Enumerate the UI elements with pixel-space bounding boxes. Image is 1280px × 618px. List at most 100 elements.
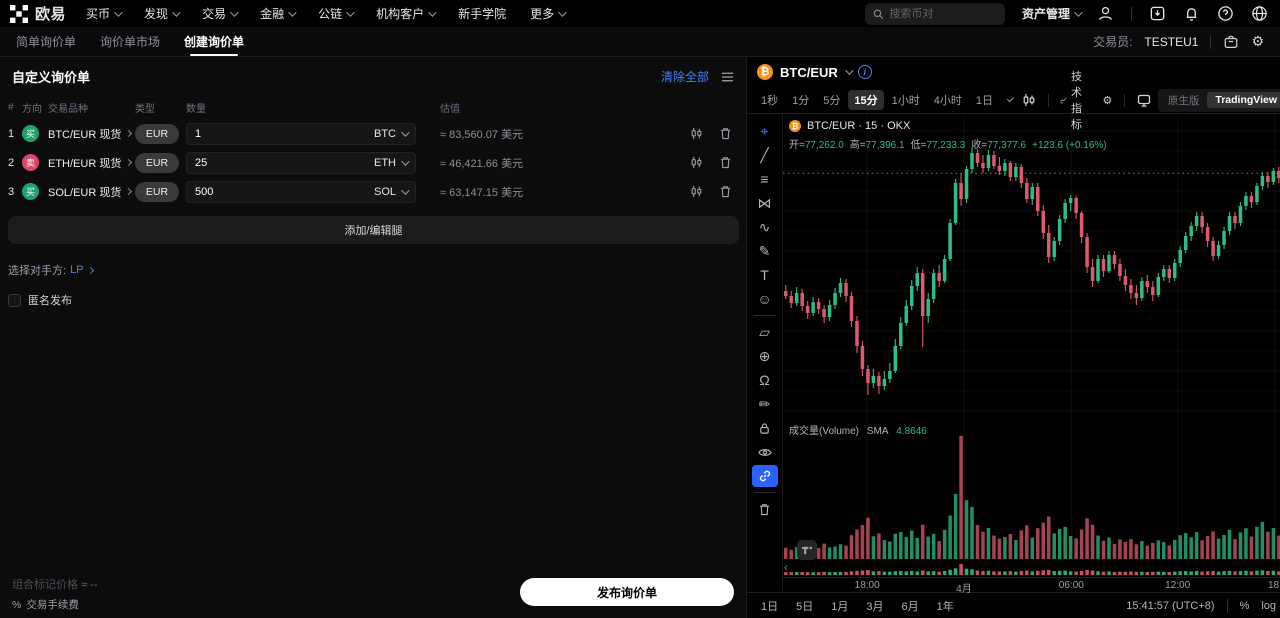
nav-menu-更多[interactable]: 更多	[530, 5, 567, 22]
text-icon[interactable]: T	[760, 267, 769, 283]
ruler-icon[interactable]: ▱	[759, 323, 770, 340]
tab-创建询价单[interactable]: 创建询价单	[184, 27, 244, 56]
unit-selector[interactable]: BTC	[374, 128, 410, 140]
lock-icon[interactable]	[752, 417, 778, 439]
eye-icon[interactable]	[752, 441, 778, 463]
percent-scale-button[interactable]: %	[1239, 599, 1250, 612]
tab-询价单市场[interactable]: 询价单市场	[100, 35, 161, 49]
list-settings-icon[interactable]	[721, 71, 734, 83]
search-box[interactable]	[864, 2, 1005, 25]
range-1年[interactable]: 1年	[936, 600, 954, 613]
nav-menu-新手学院[interactable]: 新手学院	[458, 7, 507, 21]
anonymous-checkbox[interactable]	[8, 293, 21, 307]
amount-input[interactable]	[195, 185, 374, 198]
settings-gear-icon[interactable]: ⚙	[1251, 33, 1264, 49]
chevron-down-icon[interactable]	[1006, 95, 1014, 102]
currency-pill[interactable]: EUR	[135, 181, 179, 202]
time-tick[interactable]: 4月	[956, 584, 972, 595]
subnav-right: 交易员: TESTEU1 ⚙	[1093, 33, 1264, 50]
magnet-icon[interactable]: Ω	[759, 372, 770, 388]
nav-menu-发现[interactable]: 发现	[144, 5, 181, 22]
emoji-icon[interactable]: ☺	[757, 291, 772, 307]
leg-pair-selector[interactable]: SOL/EUR 现货	[48, 184, 135, 200]
help-icon[interactable]	[1217, 5, 1234, 22]
delete-leg-icon[interactable]	[719, 185, 732, 198]
xabcd-pattern-icon[interactable]: ⋈	[757, 194, 772, 211]
amount-input-wrap: ETH	[186, 151, 416, 174]
candle-style-icon[interactable]	[1019, 93, 1039, 107]
nav-menu-公链[interactable]: 公链	[318, 5, 355, 22]
native-version-tab[interactable]: 原生版	[1167, 94, 1200, 107]
range-1日[interactable]: 1日	[761, 600, 779, 613]
clock[interactable]: 15:41:57 (UTC+8)	[1126, 599, 1215, 612]
language-globe-icon[interactable]	[1251, 5, 1268, 22]
publish-rfq-button[interactable]: 发布询价单	[520, 578, 734, 606]
brand[interactable]: 欧易	[10, 3, 66, 24]
indicators-button[interactable]: 技术指标	[1057, 68, 1095, 132]
time-tick[interactable]: 18:00	[854, 580, 880, 591]
time-tick[interactable]: 12:00	[1165, 580, 1191, 591]
interval-1秒[interactable]: 1秒	[761, 95, 779, 107]
symbol-name[interactable]: BTC/EUR	[780, 64, 838, 80]
draw-edit-icon[interactable]: ✏	[758, 395, 771, 412]
nav-menu-买币[interactable]: 买币	[86, 5, 123, 22]
asset-management-menu[interactable]: 资产管理	[1022, 5, 1083, 22]
leg-pair-selector[interactable]: ETH/EUR 现货	[48, 155, 135, 171]
timeline-scroll-left-icon[interactable]: ‹	[784, 562, 788, 574]
view-chart-icon[interactable]	[690, 185, 703, 198]
history-archive-icon[interactable]	[1223, 34, 1239, 50]
interval-4小时[interactable]: 4小时	[933, 95, 962, 107]
zoom-in-icon[interactable]: ⊕	[758, 347, 771, 364]
nav-menu-金融[interactable]: 金融	[260, 5, 297, 22]
leg-pair-selector[interactable]: BTC/EUR 现货	[48, 126, 135, 142]
log-scale-button[interactable]: log	[1261, 599, 1277, 612]
download-app-icon[interactable]	[1149, 5, 1166, 22]
chart-plot-area[interactable]: ₿ BTC/EUR · 15 · OKX 开=77,262.0 高=77,396.…	[783, 114, 1280, 595]
add-edit-leg-button[interactable]: 添加/编辑腿	[8, 216, 739, 244]
currency-pill[interactable]: EUR	[135, 152, 179, 173]
interval-5分[interactable]: 5分	[823, 95, 841, 107]
delete-leg-icon[interactable]	[719, 127, 732, 140]
candlestick-chart[interactable]	[783, 114, 1280, 576]
interval-15分[interactable]: 15分	[848, 90, 884, 110]
trend-line-icon[interactable]: ╱	[760, 146, 769, 163]
amount-input[interactable]	[195, 127, 374, 140]
tradingview-tab[interactable]: TradingView	[1207, 92, 1280, 108]
range-1月[interactable]: 1月	[831, 600, 849, 613]
nav-menu-交易[interactable]: 交易	[202, 5, 239, 22]
fib-retracement-icon[interactable]: ≡	[760, 171, 769, 187]
nav-menu-机构客户[interactable]: 机构客户	[376, 5, 437, 22]
range-3月[interactable]: 3月	[866, 600, 884, 613]
chart-settings-gear-icon[interactable]: ⚙	[1102, 94, 1113, 107]
time-axis[interactable]: 18:00 4月 06:00 12:00 18:	[783, 577, 1280, 595]
elliott-wave-icon[interactable]: ∿	[758, 218, 771, 235]
crosshair-icon[interactable]: ⌖	[760, 122, 769, 139]
range-6月[interactable]: 6月	[901, 600, 919, 613]
amount-input[interactable]	[195, 156, 374, 169]
link-icon[interactable]	[751, 465, 778, 487]
time-tick[interactable]: 18:	[1267, 580, 1280, 591]
interval-1日[interactable]: 1日	[975, 95, 993, 107]
info-icon[interactable]: i	[857, 65, 872, 79]
trash-icon[interactable]	[752, 498, 778, 520]
interval-1分[interactable]: 1分	[792, 95, 810, 107]
range-5日[interactable]: 5日	[796, 600, 814, 613]
unit-selector[interactable]: ETH	[374, 157, 410, 169]
profile-icon[interactable]	[1097, 5, 1114, 22]
view-chart-icon[interactable]	[690, 156, 703, 169]
counterparty-value[interactable]: LP	[70, 264, 84, 276]
tradingview-watermark[interactable]	[797, 540, 817, 560]
time-tick[interactable]: 06:00	[1058, 580, 1084, 591]
clear-all-link[interactable]: 清除全部	[660, 70, 709, 84]
multichart-layout-icon[interactable]	[1134, 94, 1154, 107]
brush-icon[interactable]: ✎	[758, 242, 771, 259]
view-chart-icon[interactable]	[690, 127, 703, 140]
interval-1小时[interactable]: 1小时	[891, 95, 920, 107]
currency-pill[interactable]: EUR	[135, 123, 179, 144]
tab-简单询价单[interactable]: 简单询价单	[16, 35, 77, 49]
delete-leg-icon[interactable]	[719, 156, 732, 169]
search-input[interactable]	[889, 7, 997, 20]
notifications-bell-icon[interactable]	[1183, 5, 1200, 22]
unit-selector[interactable]: SOL	[374, 186, 410, 198]
